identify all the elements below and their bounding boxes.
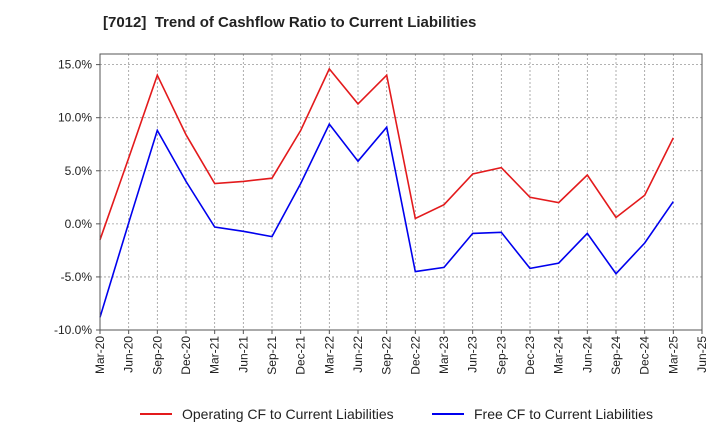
y-tick-label: 0.0% — [65, 217, 93, 231]
x-tick-label: Mar-21 — [208, 336, 222, 374]
legend-label-2: Free CF to Current Liabilities — [474, 406, 653, 422]
plot-area-frame — [99, 53, 703, 331]
series-line-1 — [99, 67, 675, 241]
x-tick-label: Dec-21 — [294, 336, 308, 375]
x-tick-label: Jun-22 — [351, 336, 365, 373]
x-tick-label: Jun-24 — [580, 336, 594, 373]
x-tick-label: Mar-22 — [322, 336, 336, 374]
x-tick-label: Jun-23 — [466, 336, 480, 373]
x-tick-label: Sep-24 — [609, 336, 623, 375]
chart-title: [7012] Trend of Cashflow Ratio to Curren… — [103, 14, 477, 31]
series-lines — [99, 67, 675, 318]
y-tick-label: 15.0% — [58, 58, 92, 72]
x-tick-label: Mar-20 — [93, 336, 107, 374]
legend: Operating CF to Current Liabilities Free … — [140, 406, 653, 422]
x-tick-label: Jun-25 — [695, 336, 709, 373]
y-tick-label: -10.0% — [54, 323, 92, 337]
x-tick-label: Dec-22 — [408, 336, 422, 375]
x-tick-label: Sep-21 — [265, 336, 279, 375]
x-tick-label: Dec-23 — [523, 336, 537, 375]
x-tick-label: Sep-22 — [380, 336, 394, 375]
x-tick-label: Dec-20 — [179, 336, 193, 375]
y-tick-label: 5.0% — [65, 164, 93, 178]
series-line-2 — [99, 122, 674, 318]
x-tick-label: Mar-24 — [552, 336, 566, 374]
x-tick-label: Sep-23 — [494, 336, 508, 375]
x-tick-label: Mar-25 — [666, 336, 680, 374]
x-tick-label: Dec-24 — [638, 336, 652, 375]
y-axis-ticks: 15.0% 10.0% 5.0% 0.0% -5.0% -10.0% — [54, 58, 100, 337]
legend-label-1: Operating CF to Current Liabilities — [182, 406, 394, 422]
grid — [100, 54, 702, 331]
x-tick-label: Sep-20 — [150, 336, 164, 375]
x-tick-label: Mar-23 — [437, 336, 451, 374]
y-tick-label: 10.0% — [58, 111, 92, 125]
x-tick-label: Jun-20 — [122, 336, 136, 373]
y-tick-label: -5.0% — [61, 270, 93, 284]
x-tick-label: Jun-21 — [236, 336, 250, 373]
x-axis-ticks: Mar-20 Jun-20 Sep-20 Dec-20 Mar-21 Jun-21 Sep-… — [93, 330, 709, 375]
